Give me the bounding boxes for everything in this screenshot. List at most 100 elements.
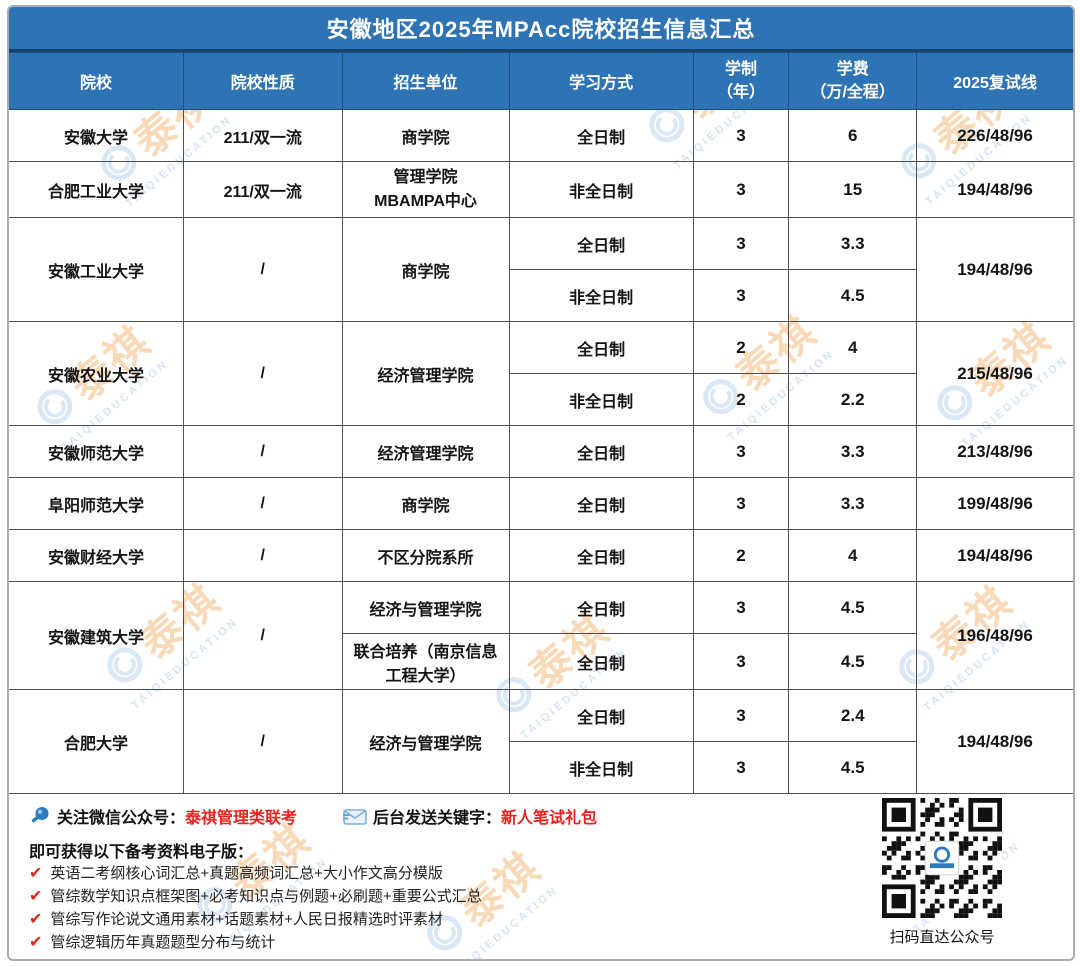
cell-years: 3: [692, 689, 790, 742]
qr-caption: 扫码直达公众号: [889, 929, 995, 946]
cell-fee: 3.3: [788, 425, 918, 478]
gift-item: ✔ 管综数学知识点框架图+必考知识点与例题+必刷题+重要公式汇总: [29, 885, 482, 908]
cell-school: 安徽工业大学: [9, 217, 184, 322]
cell-school: 安徽财经大学: [9, 529, 184, 582]
cell-fee: 3.3: [788, 477, 918, 530]
table-row: 安徽农业大学 / 经济管理学院 全日制 2 4 215/48/96: [9, 321, 1073, 426]
table-row: 合肥大学 / 经济与管理学院 全日制 3 2.4 194/48/96: [9, 689, 1073, 794]
cell-fee: 2.4: [788, 689, 918, 742]
admissions-table: 院校 院校性质 招生单位 学习方式 学制 （年） 学费 （万/全程） 2025复…: [9, 52, 1073, 794]
cell-school: 安徽农业大学: [9, 321, 184, 426]
gift-item-text: 管综逻辑历年真题题型分布与统计: [50, 934, 276, 951]
table-row: 安徽财经大学 / 不区分院系所 全日制 2 4 194/48/96: [9, 529, 1073, 582]
cell-years: 3: [692, 109, 790, 162]
cell-mode: 全日制: [508, 581, 694, 634]
footer: 关注微信公众号： 泰祺管理类联考 后台发送关键字： 新人笔试礼包 即可获得以下备考资…: [9, 794, 1073, 956]
cell-mode: 全日制: [508, 529, 694, 582]
cell-fee: 2.2: [788, 373, 918, 426]
check-icon: ✔: [29, 934, 43, 951]
cell-nature: /: [182, 477, 343, 530]
cell-nature: /: [182, 689, 343, 794]
magnifier-icon: [29, 805, 51, 827]
cell-mode: 非全日制: [508, 161, 694, 218]
duration-line2: （年）: [716, 84, 765, 101]
cell-nature: /: [182, 529, 343, 582]
check-icon: ✔: [29, 911, 43, 928]
col-header-nature: 院校性质: [182, 52, 343, 110]
follow-label: 关注微信公众号：: [57, 810, 186, 827]
cell-unit: 联合培养（南京信息工程大学）: [341, 633, 510, 690]
cell-unit: 不区分院系所: [341, 529, 510, 582]
cell-fee: 4.5: [788, 581, 918, 634]
cell-retest: 194/48/96: [916, 161, 1073, 218]
cell-years: 3: [692, 269, 790, 322]
cell-retest: 196/48/96: [916, 581, 1073, 690]
cell-retest: 199/48/96: [916, 477, 1073, 530]
cell-retest: 226/48/96: [916, 109, 1073, 162]
cell-fee: 4.5: [788, 741, 918, 794]
col-header-school: 院校: [9, 52, 184, 110]
cell-years: 3: [692, 741, 790, 794]
cell-nature: 211/双一流: [182, 109, 343, 162]
cell-mode: 非全日制: [508, 741, 694, 794]
cell-fee: 3.3: [788, 217, 918, 270]
table-subrow: 非全日制 3 4.5: [9, 741, 1073, 794]
duration-line1: 学制: [724, 60, 757, 78]
cell-mode: 全日制: [508, 477, 694, 530]
cell-fee: 4: [788, 321, 918, 374]
check-icon: ✔: [29, 888, 43, 905]
cell-nature: /: [182, 581, 343, 690]
gift-item: ✔ 管综逻辑历年真题题型分布与统计: [29, 931, 482, 954]
cell-mode: 非全日制: [508, 373, 694, 426]
cell-years: 2: [692, 373, 790, 426]
table-subrow: 非全日制 3 4.5: [9, 269, 1073, 322]
table-row: 阜阳师范大学 / 商学院 全日制 3 3.3 199/48/96: [9, 477, 1073, 530]
table-row: 安徽建筑大学 / 经济与管理学院 全日制 3 4.5 196/48/96: [9, 581, 1073, 690]
cell-years: 3: [692, 161, 790, 218]
cell-unit: 商学院: [341, 217, 510, 322]
cell-nature: /: [182, 217, 343, 322]
header-row: 院校 院校性质 招生单位 学习方式 学制 （年） 学费 （万/全程） 2025复…: [9, 52, 1073, 110]
gift-list: ✔ 英语二考纲核心词汇总+真题高频词汇总+大小作文高分模版 ✔ 管综数学知识点框…: [29, 862, 482, 954]
table-row: 安徽师范大学 / 经济管理学院 全日制 3 3.3 213/48/96: [9, 425, 1073, 478]
col-header-unit: 招生单位: [341, 52, 510, 110]
fee-line1: 学费: [836, 60, 869, 78]
cell-mode: 全日制: [508, 633, 694, 690]
cell-fee: 6: [788, 109, 918, 162]
check-icon: ✔: [29, 865, 43, 882]
cell-retest: 194/48/96: [916, 217, 1073, 322]
table-row: 安徽大学 211/双一流 商学院 全日制 3 6 226/48/96: [9, 109, 1073, 162]
cell-nature: 211/双一流: [182, 161, 343, 218]
cell-retest: 215/48/96: [916, 321, 1073, 426]
gift-item-text: 管综写作论说文通用素材+话题素材+人民日报精选时评素材: [50, 911, 443, 928]
cell-unit: 经济与管理学院: [341, 689, 510, 794]
cell-retest: 194/48/96: [916, 689, 1073, 794]
keyword-value: 新人笔试礼包: [501, 810, 598, 827]
cell-retest: 194/48/96: [916, 529, 1073, 582]
gift-item: ✔ 英语二考纲核心词汇总+真题高频词汇总+大小作文高分模版: [29, 862, 482, 885]
cell-retest: 213/48/96: [916, 425, 1073, 478]
wechat-account: 泰祺管理类联考: [185, 810, 298, 827]
qr-code: [882, 798, 1002, 918]
gift-title: 即可获得以下备考资料电子版：: [29, 844, 254, 861]
follow-line: 关注微信公众号： 泰祺管理类联考 后台发送关键字： 新人笔试礼包: [29, 804, 597, 828]
cell-unit: 经济与管理学院: [341, 581, 510, 634]
table-row: 安徽工业大学 / 商学院 全日制 3 3.3 194/48/96: [9, 217, 1073, 322]
col-header-retest: 2025复试线: [916, 52, 1073, 110]
keyword-label: 后台发送关键字：: [373, 810, 502, 827]
cell-mode: 非全日制: [508, 269, 694, 322]
cell-school: 合肥大学: [9, 689, 184, 794]
cell-fee: 4.5: [788, 269, 918, 322]
cell-mode: 全日制: [508, 321, 694, 374]
cell-mode: 全日制: [508, 217, 694, 270]
cell-mode: 全日制: [508, 425, 694, 478]
content-frame: 泰祺TAIQIEDUCATION泰祺TAIQIEDUCATION泰祺TAIQIE…: [7, 5, 1075, 961]
gift-item-text: 英语二考纲核心词汇总+真题高频词汇总+大小作文高分模版: [50, 865, 443, 882]
col-header-duration: 学制 （年）: [692, 52, 790, 110]
table-subrow: 联合培养（南京信息工程大学） 全日制 3 4.5: [9, 633, 1073, 690]
cell-unit: 商学院: [341, 109, 510, 162]
qr-block: 扫码直达公众号: [867, 798, 1017, 947]
cell-years: 2: [692, 321, 790, 374]
cell-school: 安徽师范大学: [9, 425, 184, 478]
col-header-mode: 学习方式: [508, 52, 694, 110]
